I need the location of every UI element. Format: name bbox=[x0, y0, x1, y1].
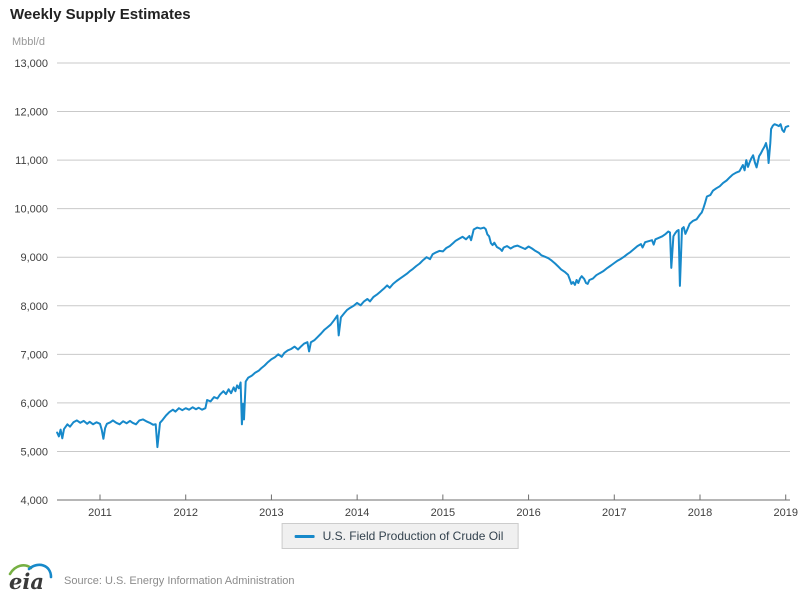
x-tick-label: 2017 bbox=[602, 507, 626, 519]
x-tick-label: 2011 bbox=[88, 507, 112, 519]
x-tick-label: 2013 bbox=[259, 507, 283, 519]
y-tick-label: 6,000 bbox=[20, 398, 48, 410]
y-tick-label: 10,000 bbox=[14, 204, 48, 216]
footer: eia Source: U.S. Energy Information Admi… bbox=[6, 560, 406, 594]
x-tick-label: 2016 bbox=[516, 507, 540, 519]
legend-line-swatch bbox=[294, 534, 315, 538]
source-text: Source: U.S. Energy Information Administ… bbox=[64, 575, 295, 587]
y-tick-label: 13,000 bbox=[14, 58, 48, 70]
x-tick-label: 2018 bbox=[688, 507, 712, 519]
x-tick-label: 2012 bbox=[173, 507, 197, 519]
chart-title: Weekly Supply Estimates bbox=[10, 6, 191, 23]
x-tick-label: 2015 bbox=[431, 507, 455, 519]
legend-label: U.S. Field Production of Crude Oil bbox=[322, 529, 504, 543]
y-tick-label: 12,000 bbox=[14, 107, 48, 119]
y-tick-label: 7,000 bbox=[20, 349, 48, 361]
legend-item[interactable]: U.S. Field Production of Crude Oil bbox=[281, 523, 519, 549]
y-tick-label: 11,000 bbox=[15, 155, 48, 167]
x-tick-label: 2019 bbox=[773, 507, 797, 519]
y-tick-label: 9,000 bbox=[20, 252, 48, 264]
eia-logo[interactable]: eia bbox=[6, 560, 54, 594]
y-tick-label: 8,000 bbox=[20, 301, 48, 313]
y-tick-label: 5,000 bbox=[20, 446, 48, 458]
x-tick-label: 2014 bbox=[345, 507, 369, 519]
data-series-line bbox=[56, 123, 790, 449]
line-chart: 4,000 5,000 6,000 7,000 8,000 9,000 10,000 11,0… bbox=[14, 58, 798, 519]
y-axis-unit-label: Mbbl/d bbox=[12, 36, 46, 48]
y-tick-label: 4,000 bbox=[20, 495, 48, 507]
eia-logo-text: eia bbox=[9, 569, 44, 594]
